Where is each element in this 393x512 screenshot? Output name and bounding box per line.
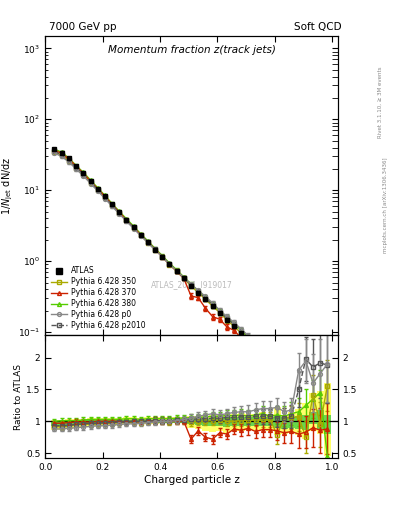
Legend: ATLAS, Pythia 6.428 350, Pythia 6.428 370, Pythia 6.428 380, Pythia 6.428 p0, Py: ATLAS, Pythia 6.428 350, Pythia 6.428 37…: [49, 265, 147, 332]
Text: ATLAS_2011_I919017: ATLAS_2011_I919017: [151, 280, 233, 289]
Text: 7000 GeV pp: 7000 GeV pp: [49, 22, 117, 32]
Text: Soft QCD: Soft QCD: [294, 22, 342, 32]
Text: Momentum fraction z(track jets): Momentum fraction z(track jets): [108, 45, 275, 55]
X-axis label: Charged particle z: Charged particle z: [144, 475, 239, 485]
Y-axis label: Ratio to ATLAS: Ratio to ATLAS: [14, 364, 23, 430]
Text: mcplots.cern.ch [arXiv:1306.3436]: mcplots.cern.ch [arXiv:1306.3436]: [383, 157, 387, 252]
Text: Rivet 3.1.10, ≥ 3M events: Rivet 3.1.10, ≥ 3M events: [378, 67, 383, 138]
Y-axis label: $1/N_\mathrm{jet}$ dN/dz: $1/N_\mathrm{jet}$ dN/dz: [1, 156, 15, 215]
